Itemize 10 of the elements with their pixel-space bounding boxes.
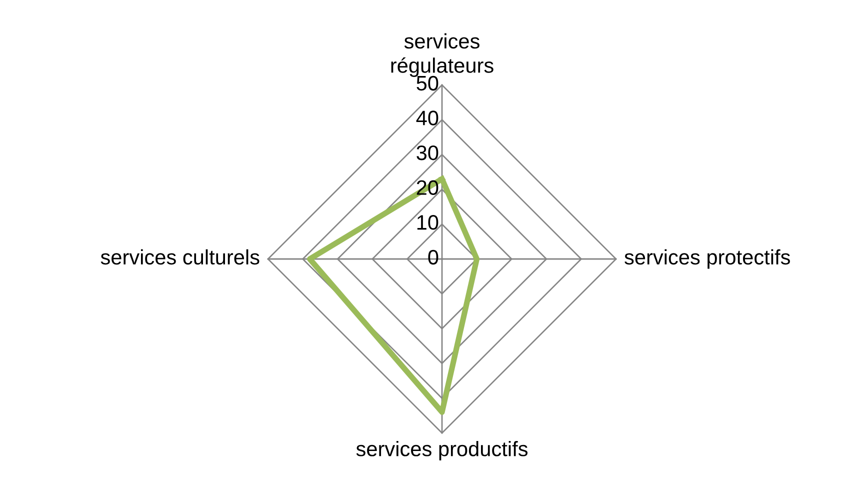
- spoke-label: services culturels: [100, 249, 260, 265]
- y-tick-label: 30: [416, 145, 438, 160]
- y-tick-label: 20: [416, 180, 438, 195]
- y-tick-label: 50: [416, 76, 438, 91]
- spoke-label: services protectifs: [624, 249, 790, 269]
- y-tick-label: 0: [428, 250, 438, 265]
- spoke-label: services régulateurs: [391, 33, 494, 77]
- spoke-label: services productifs: [356, 441, 528, 460]
- y-tick-label: 10: [417, 215, 438, 230]
- y-tick-label: 40: [416, 110, 438, 126]
